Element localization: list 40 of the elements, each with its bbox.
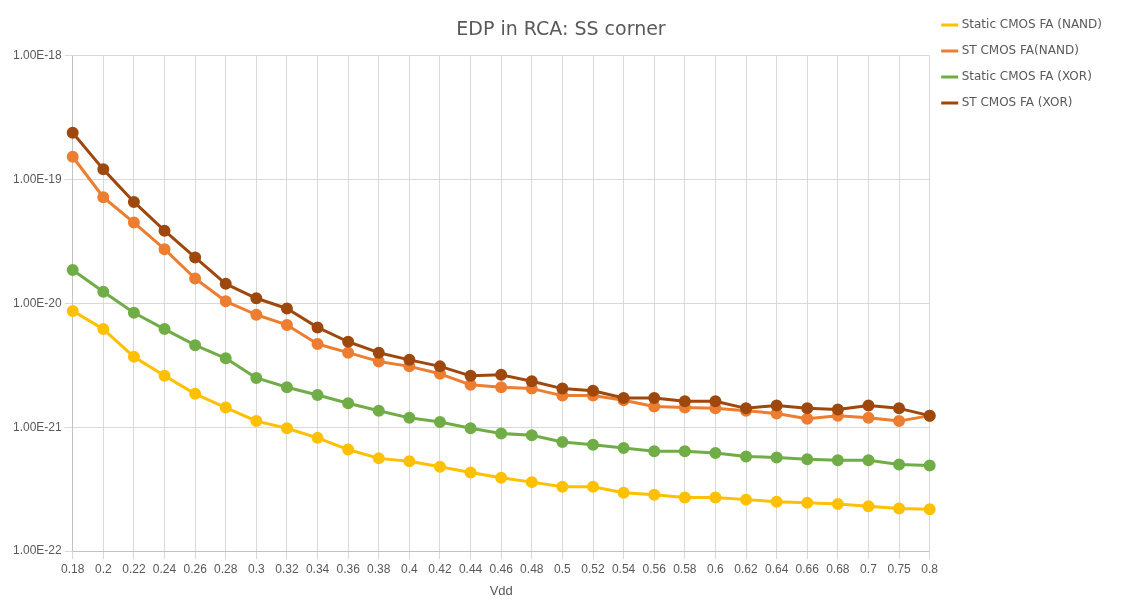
legend-label: ST CMOS FA (XOR)	[961, 95, 1073, 110]
x-tick-label: 0.52	[581, 561, 606, 576]
y-tick-label: 1.00E-22	[13, 543, 63, 558]
x-tick-label: 0.7	[860, 561, 878, 576]
x-tick-label: 0.26	[183, 561, 208, 576]
x-tick-label: 0.36	[336, 561, 361, 576]
legend-label: Static CMOS FA (NAND)	[961, 17, 1102, 32]
y-tick-label: 1.00E-18	[13, 48, 63, 63]
x-tick-label: 0.54	[611, 561, 636, 576]
x-tick-label: 0.4	[401, 561, 419, 576]
legend-label: ST CMOS FA(NAND)	[961, 43, 1079, 58]
x-tick-label: 0.22	[122, 561, 146, 576]
x-tick-label: 0.2	[94, 561, 112, 576]
chart-title: EDP in RCA: SS corner	[456, 17, 666, 40]
legend-label: Static CMOS FA (XOR)	[961, 69, 1092, 84]
x-axis-title: Vdd	[489, 582, 513, 598]
y-tick-label: 1.00E-20	[13, 295, 63, 310]
x-tick-label: 0.18	[61, 561, 85, 576]
x-tick-label: 0.44	[458, 561, 483, 576]
x-tick-label: 0.42	[428, 561, 452, 576]
x-tick-label: 0.56	[642, 561, 667, 576]
x-tick-label: 0.58	[673, 561, 697, 576]
y-tick-label: 1.00E-19	[13, 171, 63, 186]
x-tick-label: 0.62	[734, 561, 759, 576]
x-tick-label: 0.32	[275, 561, 299, 576]
x-tick-label: 0.68	[826, 561, 850, 576]
x-tick-label: 0.34	[305, 561, 330, 576]
x-tick-label: 0.66	[795, 561, 820, 576]
x-tick-label: 0.28	[214, 561, 238, 576]
x-tick-label: 0.38	[367, 561, 391, 576]
x-tick-label: 0.48	[520, 561, 544, 576]
x-tick-label: 0.6	[707, 561, 725, 576]
x-tick-label: 0.46	[489, 561, 514, 576]
x-tick-label: 0.24	[152, 561, 177, 576]
x-tick-label: 0.75	[887, 561, 912, 576]
x-tick-label: 0.5	[554, 561, 572, 576]
x-tick-label: 0.8	[921, 561, 939, 576]
x-tick-label: 0.3	[248, 561, 265, 576]
y-tick-label: 1.00E-21	[13, 419, 63, 434]
x-tick-label: 0.64	[764, 561, 789, 576]
